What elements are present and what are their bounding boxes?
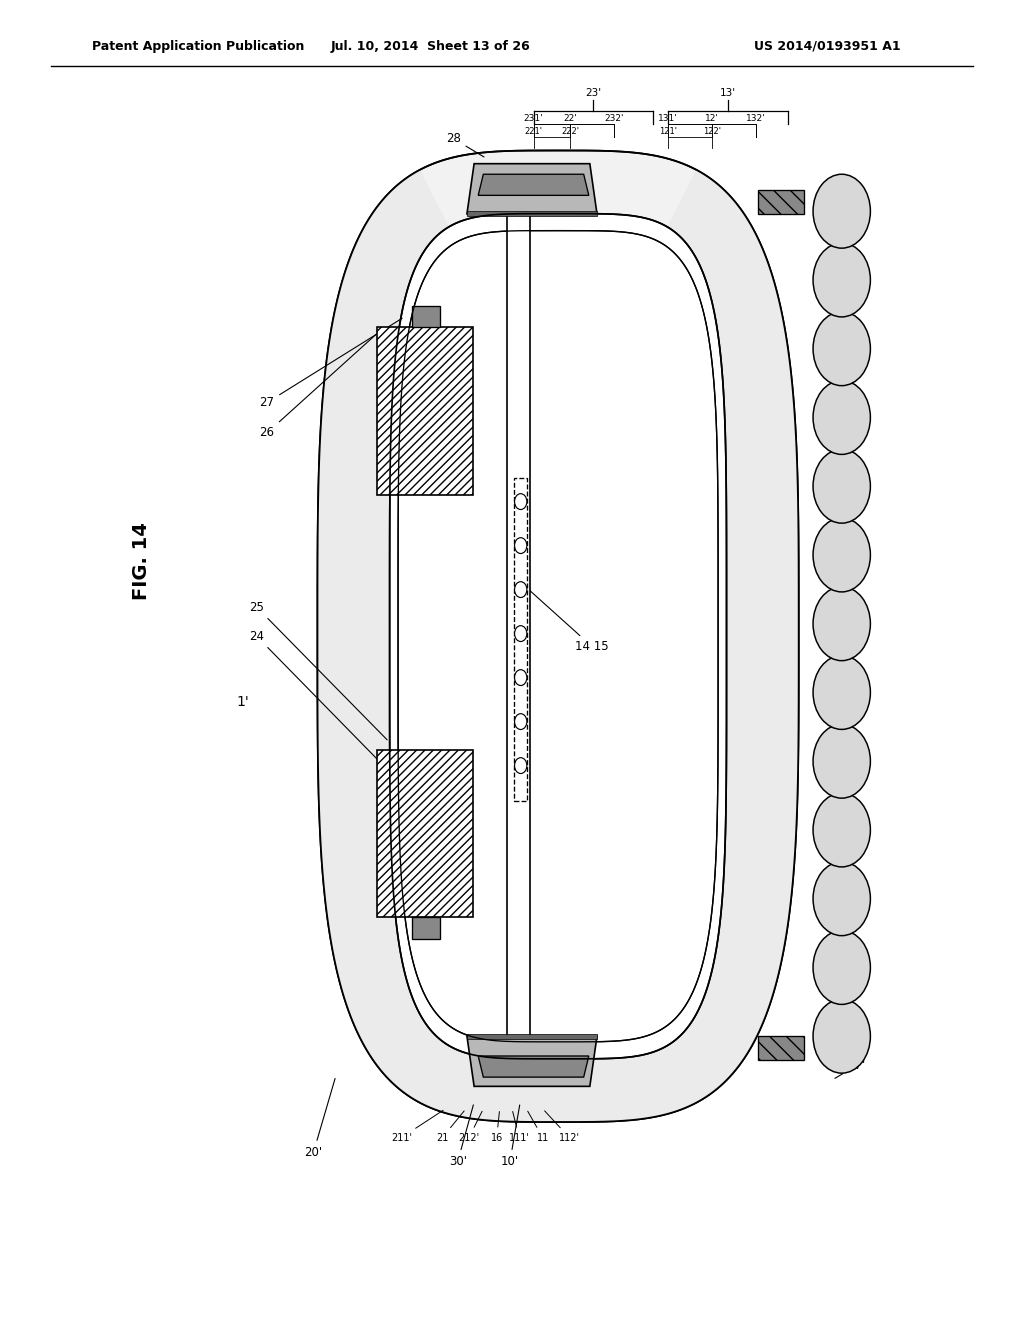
Text: 13': 13' [720, 87, 736, 98]
Text: 10': 10' [501, 1105, 520, 1168]
Text: 25: 25 [249, 601, 387, 739]
Text: 212': 212' [459, 1111, 482, 1143]
Circle shape [813, 380, 870, 454]
Polygon shape [478, 174, 589, 195]
Bar [507, 194, 530, 1049]
Circle shape [514, 582, 526, 598]
Text: US 2014/0193951 A1: US 2014/0193951 A1 [755, 40, 901, 53]
Text: 1': 1' [237, 696, 249, 709]
Text: 232': 232' [604, 114, 625, 123]
Text: 28: 28 [445, 132, 484, 157]
Bar [412, 917, 440, 939]
Text: 17': 17' [835, 1059, 866, 1078]
Text: Jul. 10, 2014  Sheet 13 of 26: Jul. 10, 2014 Sheet 13 of 26 [330, 40, 530, 53]
Polygon shape [467, 211, 597, 216]
Text: 211': 211' [391, 1110, 443, 1143]
Circle shape [813, 517, 870, 591]
Polygon shape [467, 1034, 597, 1039]
Circle shape [514, 494, 526, 510]
Text: 132': 132' [745, 114, 766, 123]
Text: 131': 131' [657, 114, 678, 123]
Text: 20': 20' [304, 1078, 335, 1159]
Text: 24: 24 [249, 630, 379, 760]
Polygon shape [317, 170, 799, 1122]
Text: 30': 30' [449, 1105, 473, 1168]
Text: Patent Application Publication: Patent Application Publication [92, 40, 304, 53]
Circle shape [514, 669, 526, 685]
Text: 222': 222' [561, 127, 580, 136]
Text: 26: 26 [259, 331, 379, 440]
Circle shape [813, 931, 870, 1005]
Circle shape [813, 656, 870, 730]
Text: 121': 121' [658, 127, 677, 136]
Text: 27: 27 [259, 318, 402, 409]
Text: 221': 221' [524, 127, 543, 136]
Text: 231': 231' [523, 114, 544, 123]
Text: 16: 16 [490, 1111, 503, 1143]
Text: 23': 23' [586, 87, 601, 98]
Circle shape [813, 586, 870, 661]
Polygon shape [467, 1036, 597, 1086]
Text: 111': 111' [509, 1111, 529, 1143]
Circle shape [514, 714, 526, 730]
Bar [514, 478, 527, 801]
Circle shape [514, 758, 526, 774]
Bar [377, 750, 473, 917]
Circle shape [813, 243, 870, 317]
Polygon shape [478, 1056, 589, 1077]
Text: 22': 22' [563, 114, 578, 123]
Text: 122': 122' [702, 127, 721, 136]
Polygon shape [317, 150, 799, 1122]
Circle shape [813, 862, 870, 936]
Circle shape [514, 626, 526, 642]
Text: 11: 11 [527, 1111, 549, 1143]
Circle shape [514, 537, 526, 553]
Circle shape [813, 725, 870, 799]
Circle shape [813, 999, 870, 1073]
Polygon shape [390, 214, 726, 1059]
Circle shape [813, 312, 870, 385]
Text: 112': 112' [545, 1111, 580, 1143]
Polygon shape [467, 164, 597, 214]
Circle shape [813, 174, 870, 248]
Bar [377, 327, 473, 495]
Bar [412, 306, 440, 327]
Polygon shape [398, 231, 718, 1041]
Text: FIG. 14: FIG. 14 [132, 523, 151, 599]
Bar [758, 190, 804, 214]
Circle shape [813, 793, 870, 867]
Text: 14 15: 14 15 [528, 589, 609, 653]
Text: 21: 21 [436, 1111, 464, 1143]
Text: 12': 12' [705, 114, 719, 123]
Circle shape [813, 449, 870, 523]
Bar [758, 1036, 804, 1060]
